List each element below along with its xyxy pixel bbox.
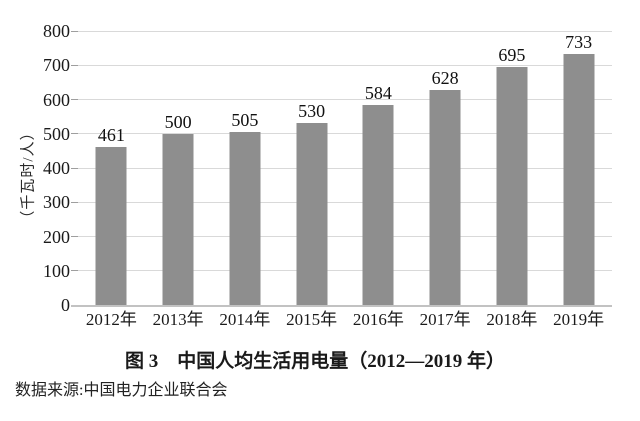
- bar-value-label-2015年: 530: [298, 101, 326, 122]
- plot-area: 461 500 505 530 584 628 695 733: [78, 30, 612, 305]
- bar-value-label-2014年: 505: [231, 110, 259, 131]
- y-tick-label-600: 600: [43, 89, 70, 110]
- bar-2013年: 500: [162, 112, 194, 305]
- gridline-100: [78, 270, 612, 272]
- y-tick-label-300: 300: [43, 192, 70, 213]
- y-tick-label-500: 500: [43, 123, 70, 144]
- y-tickmark-600: [71, 99, 78, 100]
- y-tickmark-800: [71, 30, 78, 32]
- bar-2018年: 695: [496, 45, 528, 305]
- x-tick-label-2015年: 2015年: [286, 310, 338, 329]
- y-tick-label-800: 800: [43, 21, 70, 41]
- gridline-200: [78, 236, 612, 237]
- gridline-300: [78, 201, 612, 203]
- y-tickmark-300: [71, 201, 78, 203]
- x-tick-label-2017年: 2017年: [419, 310, 471, 329]
- gridline-600: [78, 99, 612, 100]
- bar-value-label-2012年: 461: [97, 125, 125, 146]
- y-tickmark-400: [71, 167, 78, 169]
- x-tick-label-2012年: 2012年: [85, 310, 137, 329]
- bar-value-label-2018年: 695: [498, 44, 526, 65]
- y-axis-tickmarks: [71, 30, 78, 306]
- x-axis-line: [71, 305, 612, 307]
- bar-value-label-2019年: 733: [565, 31, 593, 52]
- y-tick-label-100: 100: [43, 260, 70, 281]
- y-tickmark-700: [71, 64, 78, 66]
- y-tickmark-100: [71, 270, 78, 272]
- x-axis-labels: 2012年 2013年 2014年 2015年 2016年 2017年 2018年 2019年: [78, 309, 612, 333]
- gridline-400: [78, 167, 612, 169]
- bar-value-label-2017年: 628: [431, 67, 459, 88]
- bar-2017年: 628: [429, 68, 461, 305]
- bar-2015年: 530: [296, 101, 328, 305]
- bar-2012年: 461: [95, 125, 127, 305]
- figure-caption: 图 3 中国人均生活用电量（2012—2019 年）: [124, 351, 505, 372]
- y-tick-label-700: 700: [43, 55, 70, 76]
- x-tick-label-2019年: 2019年: [553, 310, 605, 329]
- y-tickmark-500: [71, 133, 78, 135]
- y-tick-label-400: 400: [43, 158, 70, 178]
- x-tick-label-2014年: 2014年: [219, 310, 271, 329]
- bar-value-label-2016年: 584: [364, 82, 392, 103]
- x-tick-label-2013年: 2013年: [152, 310, 204, 329]
- data-source: 数据来源:中国电力企业联合会: [15, 382, 228, 399]
- x-tick-label-2018年: 2018年: [486, 310, 538, 329]
- y-axis-ticks: 0 100 200 300 400 500 600 700 800: [0, 21, 70, 315]
- gridline-800: [78, 30, 612, 32]
- bar-2014年: 505: [229, 110, 261, 305]
- bar-value-label-2013年: 500: [164, 111, 192, 132]
- y-tickmark-200: [71, 236, 78, 237]
- y-tick-label-0: 0: [61, 295, 70, 315]
- y-tick-label-200: 200: [43, 226, 70, 247]
- bar-2019年: 733: [563, 32, 595, 305]
- gridline-700: [78, 64, 612, 66]
- x-tick-label-2016年: 2016年: [352, 310, 404, 329]
- gridline-500: [78, 133, 612, 135]
- bar-2016年: 584: [362, 83, 394, 305]
